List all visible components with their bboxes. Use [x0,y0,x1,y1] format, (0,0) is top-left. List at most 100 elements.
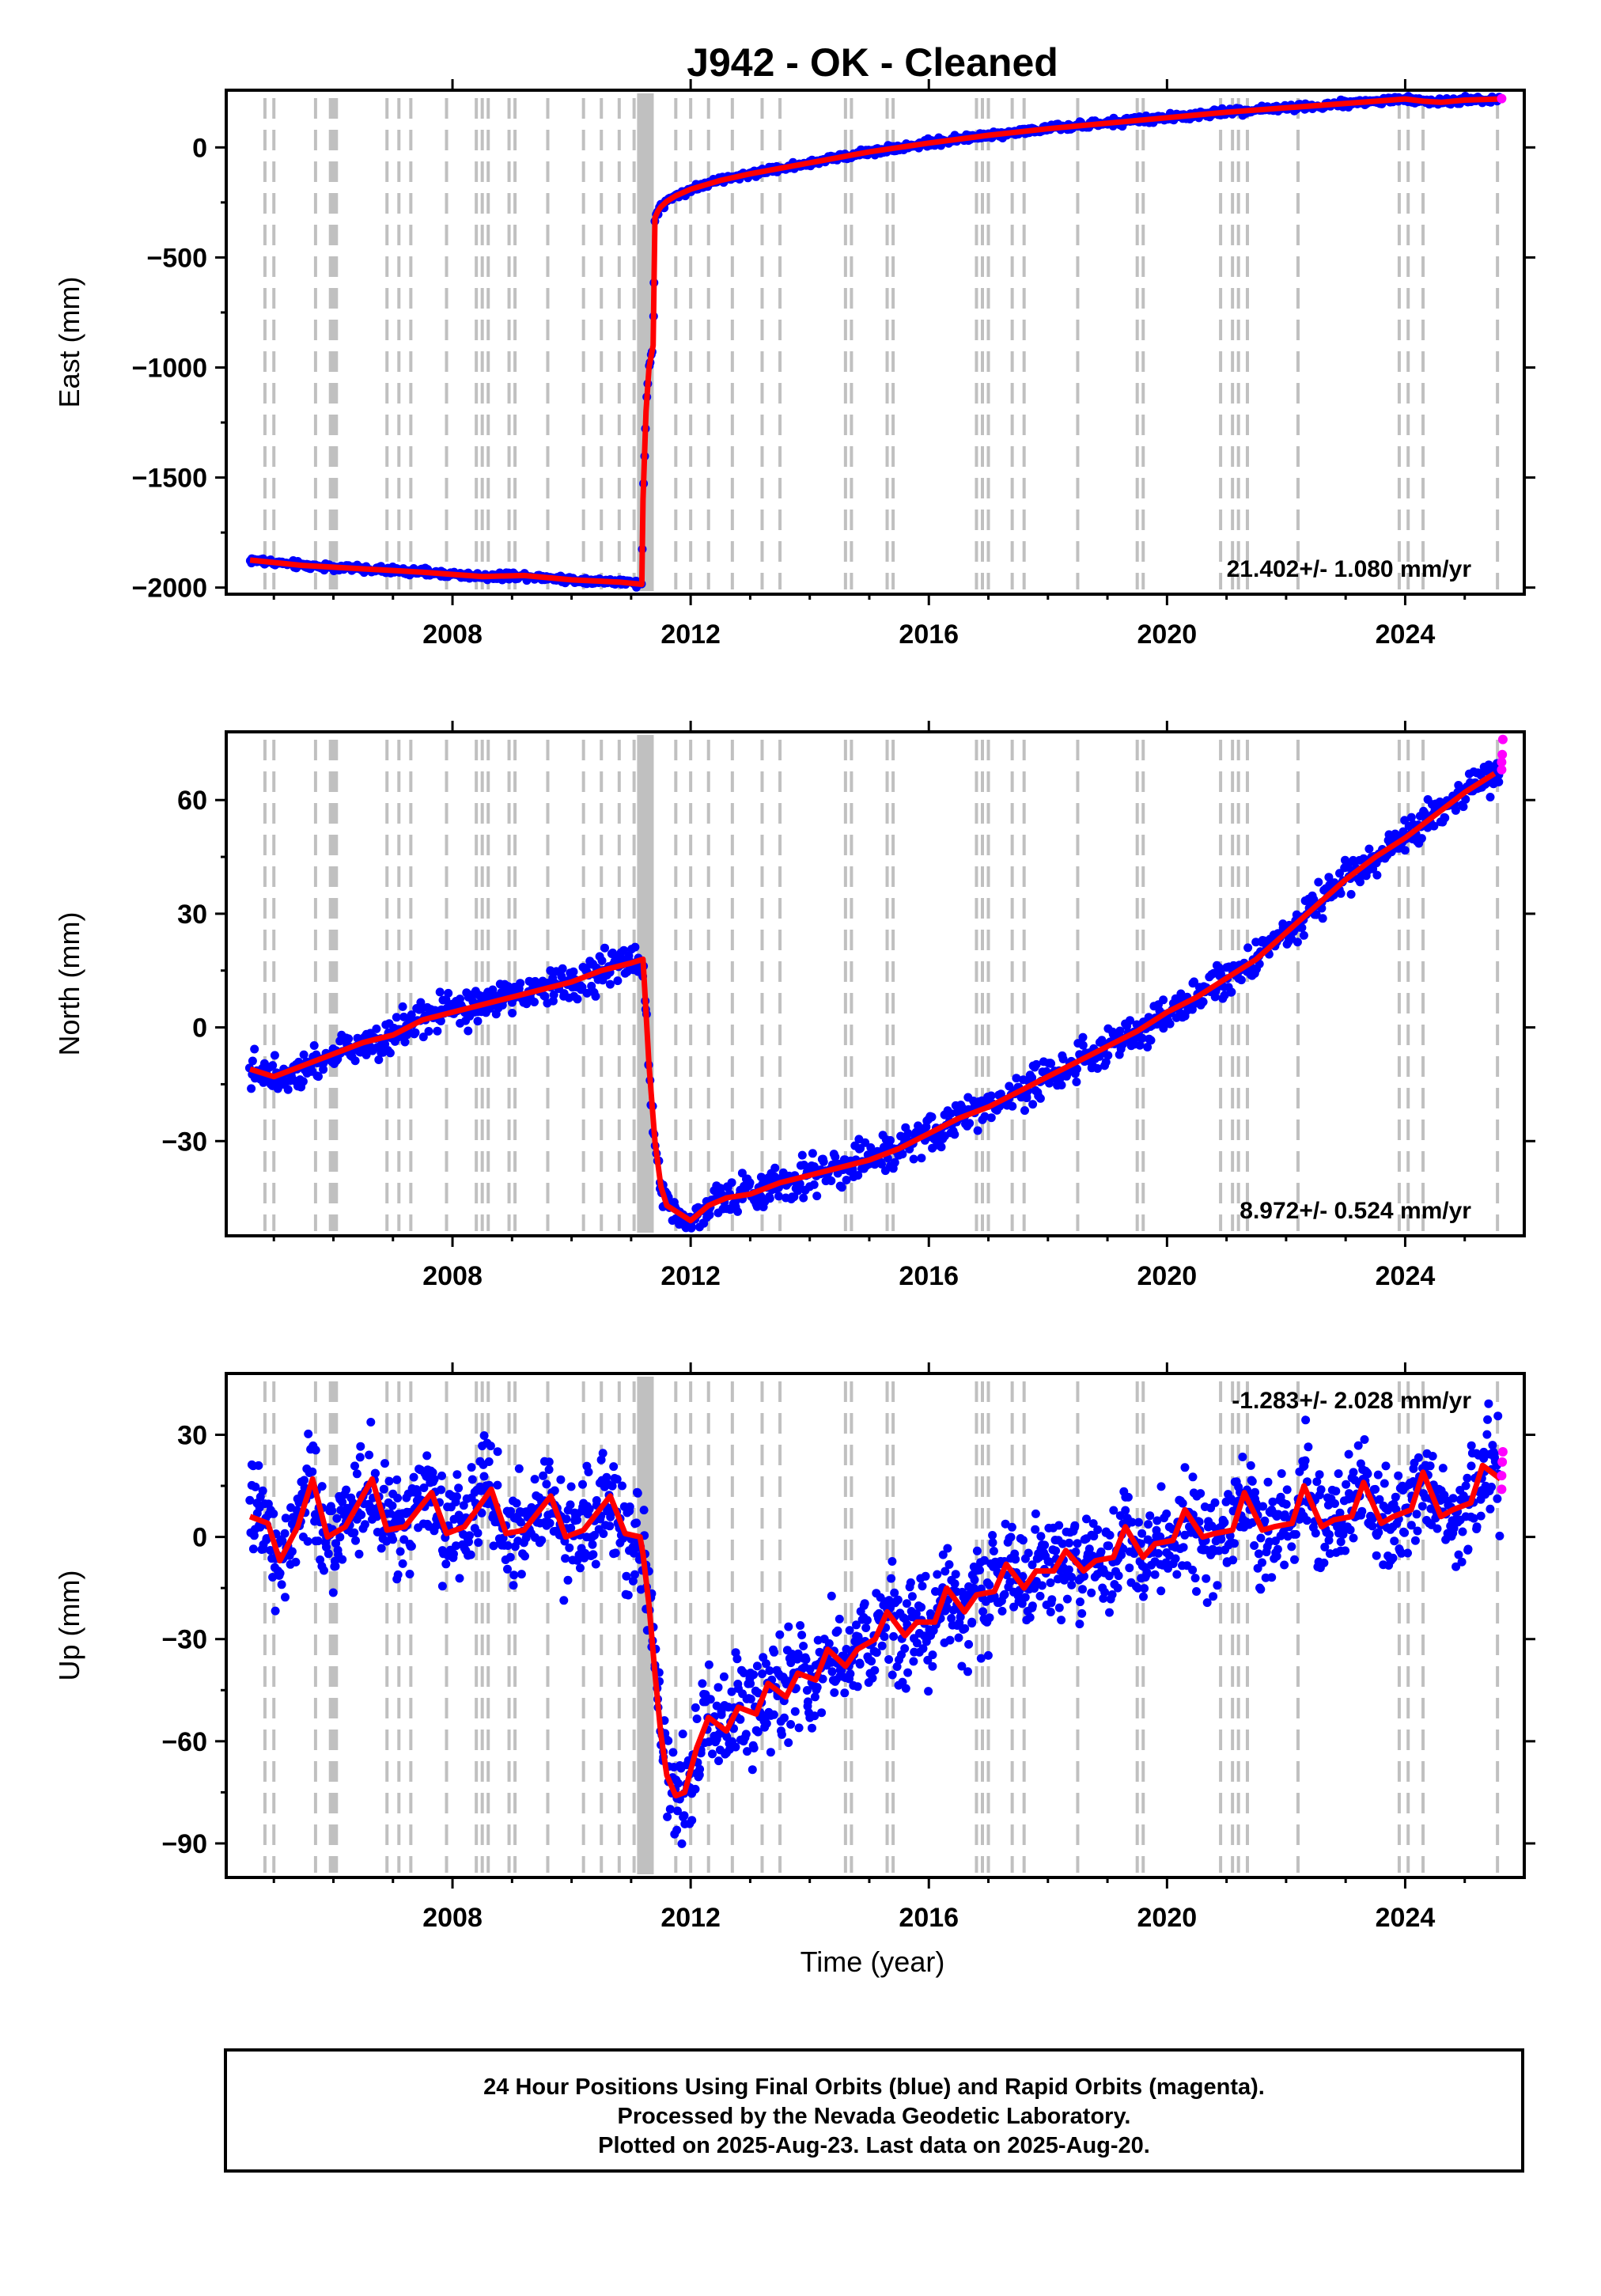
final-orbit-point [319,1065,328,1074]
y-tick-label: 0 [192,133,207,163]
final-orbit-point [944,1560,954,1569]
final-orbit-point [509,1581,518,1590]
final-orbit-point [1433,1524,1442,1533]
final-orbit-point [695,1764,705,1774]
final-orbit-point [1458,1527,1467,1536]
final-orbit-point [1461,794,1470,804]
final-orbit-point [795,1179,804,1188]
final-orbit-point [886,1135,895,1145]
final-orbit-point [516,979,525,988]
final-orbit-point [298,1077,308,1086]
final-orbit-point [1243,943,1253,953]
final-orbit-point [1463,1544,1473,1554]
final-orbit-point [877,1641,887,1650]
final-orbit-point [856,1144,865,1153]
final-orbit-point [1277,1469,1286,1478]
final-orbit-point [743,1747,751,1756]
final-orbit-point [1330,1499,1339,1508]
final-orbit-point [1251,1498,1261,1508]
final-orbit-point [907,1592,917,1601]
final-orbit-point [830,1688,839,1697]
final-orbit-point [1300,1456,1310,1465]
final-orbit-point [1047,1595,1057,1605]
final-orbit-point [819,1157,828,1166]
final-orbit-point [1406,1521,1416,1530]
final-orbit-point [888,1557,897,1566]
fitted-model-line [248,1462,1503,1799]
final-orbit-point [852,1620,861,1630]
final-orbit-point [698,1679,707,1688]
final-orbit-point [1368,1521,1377,1531]
final-orbit-point [591,991,600,1001]
final-orbit-point [454,1483,464,1493]
final-orbit-point [898,1150,907,1159]
final-orbit-point [342,1485,351,1495]
final-orbit-point [835,1614,844,1623]
final-orbit-point [633,1488,642,1498]
final-orbit-point [1304,1442,1313,1452]
final-orbit-point [950,1130,959,1139]
final-orbit-point [1356,877,1364,887]
final-orbit-point [802,1686,812,1695]
final-orbit-point [623,1590,633,1600]
final-orbit-point [512,1498,521,1508]
final-orbit-point [1336,1537,1346,1547]
final-orbit-point [770,1163,780,1173]
final-orbit-point [430,1475,439,1484]
final-orbit-point [1024,1548,1033,1558]
final-orbit-point [1126,1016,1134,1025]
final-orbit-point [1451,805,1460,815]
final-orbit-point [1258,1502,1268,1511]
final-orbit-point [473,1017,483,1026]
final-orbit-point [986,1113,996,1123]
final-orbit-point [719,1672,729,1681]
final-orbit-point [704,1737,713,1746]
final-orbit-point [983,1650,993,1660]
final-orbit-point [1031,1509,1040,1518]
final-orbit-point [985,1613,994,1623]
final-orbit-point [1324,1536,1334,1545]
final-orbit-point [1400,1528,1410,1537]
final-orbit-point [1280,1560,1289,1570]
final-orbit-point [573,995,582,1004]
final-orbit-point [797,1631,807,1640]
final-orbit-point [1290,1555,1299,1564]
final-orbit-point [1057,1081,1066,1089]
final-orbit-point [924,1687,933,1696]
final-orbit-point [405,1570,414,1578]
final-orbit-point [1483,1415,1493,1424]
final-orbit-point [309,1041,319,1050]
final-orbit-point [537,1536,547,1545]
final-orbit-point [1156,1586,1166,1596]
final-orbit-point [1064,1565,1073,1574]
final-orbit-point [1028,1100,1038,1109]
final-orbit-point [486,1442,495,1451]
panel-2: −90 −60 −30 0 30 2008 2012 2016 2020 2024 Up (mm) -… [53,1362,1535,1933]
final-orbit-point [1012,1074,1021,1083]
final-orbit-point [1078,1585,1087,1594]
final-orbit-point [1267,1573,1277,1582]
final-orbit-point [917,1603,926,1612]
final-orbit-point [980,1112,990,1121]
panel-frame [225,89,1526,596]
final-orbit-point [1011,1555,1020,1564]
final-orbit-point [630,942,640,952]
x-tick-label: 2016 [899,1261,959,1291]
final-orbit-point [1391,1505,1401,1514]
final-orbit-point [625,1502,634,1511]
final-orbit-point [605,1521,615,1531]
final-orbit-point [1467,1461,1476,1471]
final-orbit-point [271,1606,280,1616]
final-orbit-point [1179,1543,1188,1552]
final-orbit-point [1251,938,1261,947]
panel-0: −2000 −1500 −1000 −500 0 2008 2012 2016 2020 2024… [53,79,1535,650]
final-orbit-point [1087,1588,1096,1597]
final-orbit-point [508,1009,517,1017]
final-orbit-point [950,1579,959,1589]
final-orbit-point [1006,1533,1016,1542]
final-orbit-point [1488,1441,1497,1450]
final-orbit-point [1251,1487,1259,1497]
final-orbit-point [758,1669,766,1679]
final-orbit-point [1025,1612,1035,1622]
final-orbit-point [1130,1549,1139,1558]
